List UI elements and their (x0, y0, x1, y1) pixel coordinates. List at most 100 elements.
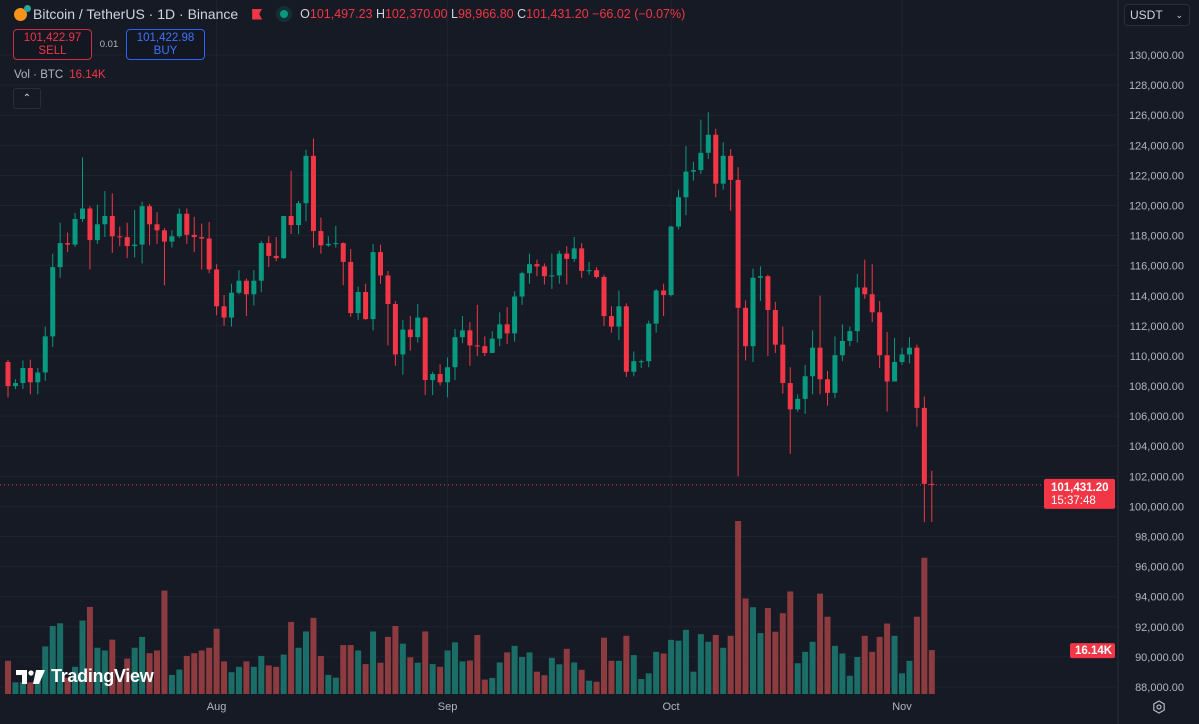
volume-bar (526, 652, 533, 694)
price-tick-label: 126,000.00 (1129, 110, 1184, 122)
candle (817, 295, 823, 395)
candle-body (325, 243, 331, 246)
candle (310, 138, 316, 248)
volume-bar (839, 653, 846, 694)
candle (50, 253, 56, 347)
candle (325, 236, 331, 247)
change-value: −66.02 (−0.07%) (592, 7, 686, 21)
candle-body (854, 287, 860, 332)
volume-bar (846, 675, 853, 694)
currency-select[interactable]: USDT ⌄ (1124, 4, 1190, 26)
time-tick-label: Sep (438, 701, 458, 713)
price-tick-label: 130,000.00 (1129, 50, 1184, 62)
candle-body (899, 354, 905, 362)
volume-bar (519, 657, 526, 694)
volume-bar (750, 607, 756, 694)
candle (169, 230, 175, 248)
settings-gear-icon[interactable] (1152, 700, 1166, 714)
volume-bar (399, 643, 406, 694)
candle-body (869, 294, 875, 313)
volume-bar (191, 653, 198, 694)
volume-bar (42, 646, 49, 694)
candle-body (147, 206, 153, 225)
candle (400, 319, 406, 375)
volume-bar (265, 665, 272, 694)
candle (132, 209, 138, 258)
volume-bar (139, 636, 146, 694)
candle-body (720, 155, 726, 184)
candle-body (579, 248, 585, 271)
volume-bar (824, 616, 831, 694)
close-label: C (517, 7, 527, 21)
candle-body (690, 170, 696, 172)
volume-bar (660, 653, 667, 694)
candle (616, 290, 622, 341)
candle (57, 222, 63, 278)
tradingview-logo[interactable]: TradingView (16, 666, 154, 687)
volume-bar (571, 662, 578, 694)
candle-body (698, 152, 704, 171)
volume-bar (258, 655, 265, 694)
candle-body (906, 347, 912, 355)
time-axis-labels: Aug Sep Oct Nov (207, 701, 912, 713)
candle (571, 237, 577, 262)
volume-bar (183, 655, 190, 694)
candle (787, 367, 793, 454)
candle-body (795, 398, 801, 410)
collapse-legend-button[interactable]: ⌃ (13, 88, 41, 109)
volume-bar (757, 633, 764, 694)
low-label: L (451, 7, 458, 21)
candle-body (355, 292, 361, 314)
candle (87, 206, 93, 270)
candle (437, 364, 443, 386)
candle (534, 259, 540, 277)
candle-body (199, 237, 205, 239)
price-tick-label: 94,000.00 (1135, 592, 1184, 604)
candle (705, 112, 711, 159)
price-tick-label: 112,000.00 (1130, 321, 1184, 333)
price-tick-label: 120,000.00 (1129, 200, 1184, 212)
volume-bar (928, 650, 935, 694)
price-axis[interactable] (1118, 0, 1199, 724)
candle-body (206, 238, 212, 270)
candle (191, 216, 197, 253)
candle (229, 283, 234, 327)
candle-body (728, 155, 734, 180)
volume-legend[interactable]: Vol · BTC 16.14K (14, 69, 106, 81)
symbol-title[interactable]: Bitcoin / TetherUS · 1D · Binance (33, 6, 239, 22)
close-value: 101,431.20 (526, 7, 589, 21)
candle (862, 259, 868, 299)
candle (757, 266, 763, 302)
candle-body (735, 179, 741, 308)
candle-body (683, 171, 689, 198)
price-tick-label: 118,000.00 (1130, 231, 1184, 243)
candle (94, 204, 100, 244)
volume-bar (690, 671, 697, 694)
volume-bar (593, 681, 600, 694)
volume-bar (12, 682, 19, 694)
candle-body (459, 330, 465, 338)
volume-bar (899, 673, 905, 694)
sell-button[interactable]: 101,422.97 SELL (13, 29, 92, 60)
candle-body (780, 344, 786, 384)
volume-bar (5, 660, 11, 694)
candle (430, 371, 436, 396)
volume-bar (86, 606, 93, 694)
candle (273, 237, 279, 262)
volume-bar (638, 679, 645, 694)
candle (698, 119, 704, 174)
candle-body (921, 407, 927, 484)
candle-body (504, 324, 510, 334)
candle-body (705, 134, 711, 153)
candle (221, 295, 227, 326)
candle-body (467, 330, 473, 346)
buy-button[interactable]: 101,422.98 BUY (126, 29, 205, 60)
candle (825, 371, 830, 406)
volume-bar (154, 650, 160, 694)
candle (929, 470, 935, 522)
flag-icon[interactable] (252, 8, 263, 20)
volume-bar (422, 631, 429, 694)
high-value: 102,370.00 (384, 7, 448, 21)
candle (117, 226, 123, 247)
